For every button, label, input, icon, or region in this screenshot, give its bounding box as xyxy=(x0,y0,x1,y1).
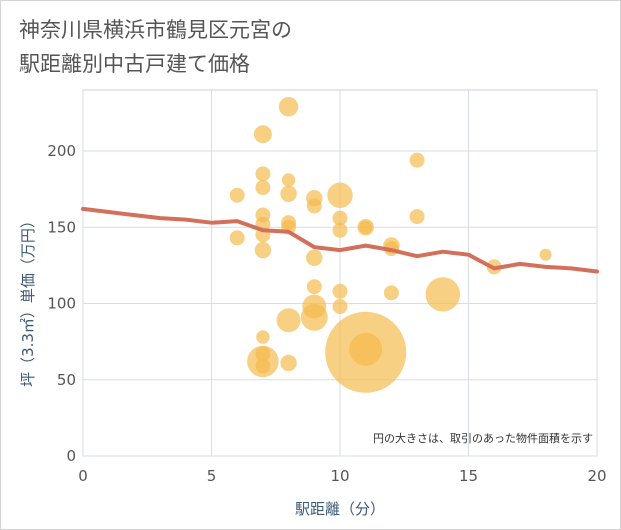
data-point-26 xyxy=(327,182,353,208)
y-tick-label-2: 100 xyxy=(47,295,76,313)
data-point-1 xyxy=(229,230,245,246)
data-point-38 xyxy=(409,152,425,168)
trend-line xyxy=(81,206,599,274)
data-point-2 xyxy=(253,125,272,144)
x-tick-labels: 0 5 10 15 20 xyxy=(78,467,606,485)
trend-line-group xyxy=(81,206,599,274)
data-point-30 xyxy=(332,299,348,315)
data-point-29 xyxy=(332,283,348,299)
data-point-27 xyxy=(332,210,348,226)
data-point-14 xyxy=(281,173,296,187)
data-point-18 xyxy=(276,308,301,333)
y-tick-label-1: 50 xyxy=(57,371,76,389)
x-axis-label: 駅距離（分） xyxy=(295,500,385,518)
data-point-4 xyxy=(255,180,271,196)
chart-title-line2: 駅距離別中古戸建て価格 xyxy=(19,52,250,76)
y-tick-labels: 0 50 100 150 200 xyxy=(47,142,76,465)
data-point-42 xyxy=(539,248,552,261)
data-point-22 xyxy=(306,249,323,266)
y-axis-label: 坪（3.3㎡）単価（万円） xyxy=(19,213,37,387)
data-point-19 xyxy=(280,354,297,372)
x-tick-label-3: 15 xyxy=(459,467,478,485)
data-point-0 xyxy=(229,187,245,203)
chart-title: 神奈川県横浜市鶴見区元宮の 駅距離別中古戸建て価格 xyxy=(19,13,292,81)
chart-title-line1: 神奈川県横浜市鶴見区元宮の xyxy=(19,18,292,42)
data-point-39 xyxy=(409,209,425,225)
data-point-23 xyxy=(306,279,322,295)
data-point-28 xyxy=(332,222,348,238)
data-point-12 xyxy=(255,358,271,374)
data-point-15 xyxy=(280,185,297,202)
data-points xyxy=(229,97,552,393)
data-point-13 xyxy=(278,97,299,117)
data-point-40 xyxy=(425,277,461,312)
x-tick-label-4: 20 xyxy=(587,467,606,485)
data-point-25 xyxy=(300,303,328,331)
y-tick-label-4: 200 xyxy=(47,142,76,160)
y-tick-label-3: 150 xyxy=(47,218,76,236)
x-tick-label-0: 0 xyxy=(78,467,88,485)
y-tick-label-0: 0 xyxy=(66,447,76,465)
x-tick-label-1: 5 xyxy=(207,467,217,485)
data-point-9 xyxy=(256,330,270,344)
x-tick-label-2: 10 xyxy=(330,467,349,485)
data-point-37 xyxy=(383,285,399,301)
data-point-21 xyxy=(306,198,322,214)
data-point-8 xyxy=(254,241,272,259)
data-point-32 xyxy=(358,220,373,234)
size-annotation: 円の大きさは、取引のあった物件面積を示す xyxy=(373,431,593,445)
data-point-34 xyxy=(325,311,407,393)
data-point-3 xyxy=(255,166,271,182)
